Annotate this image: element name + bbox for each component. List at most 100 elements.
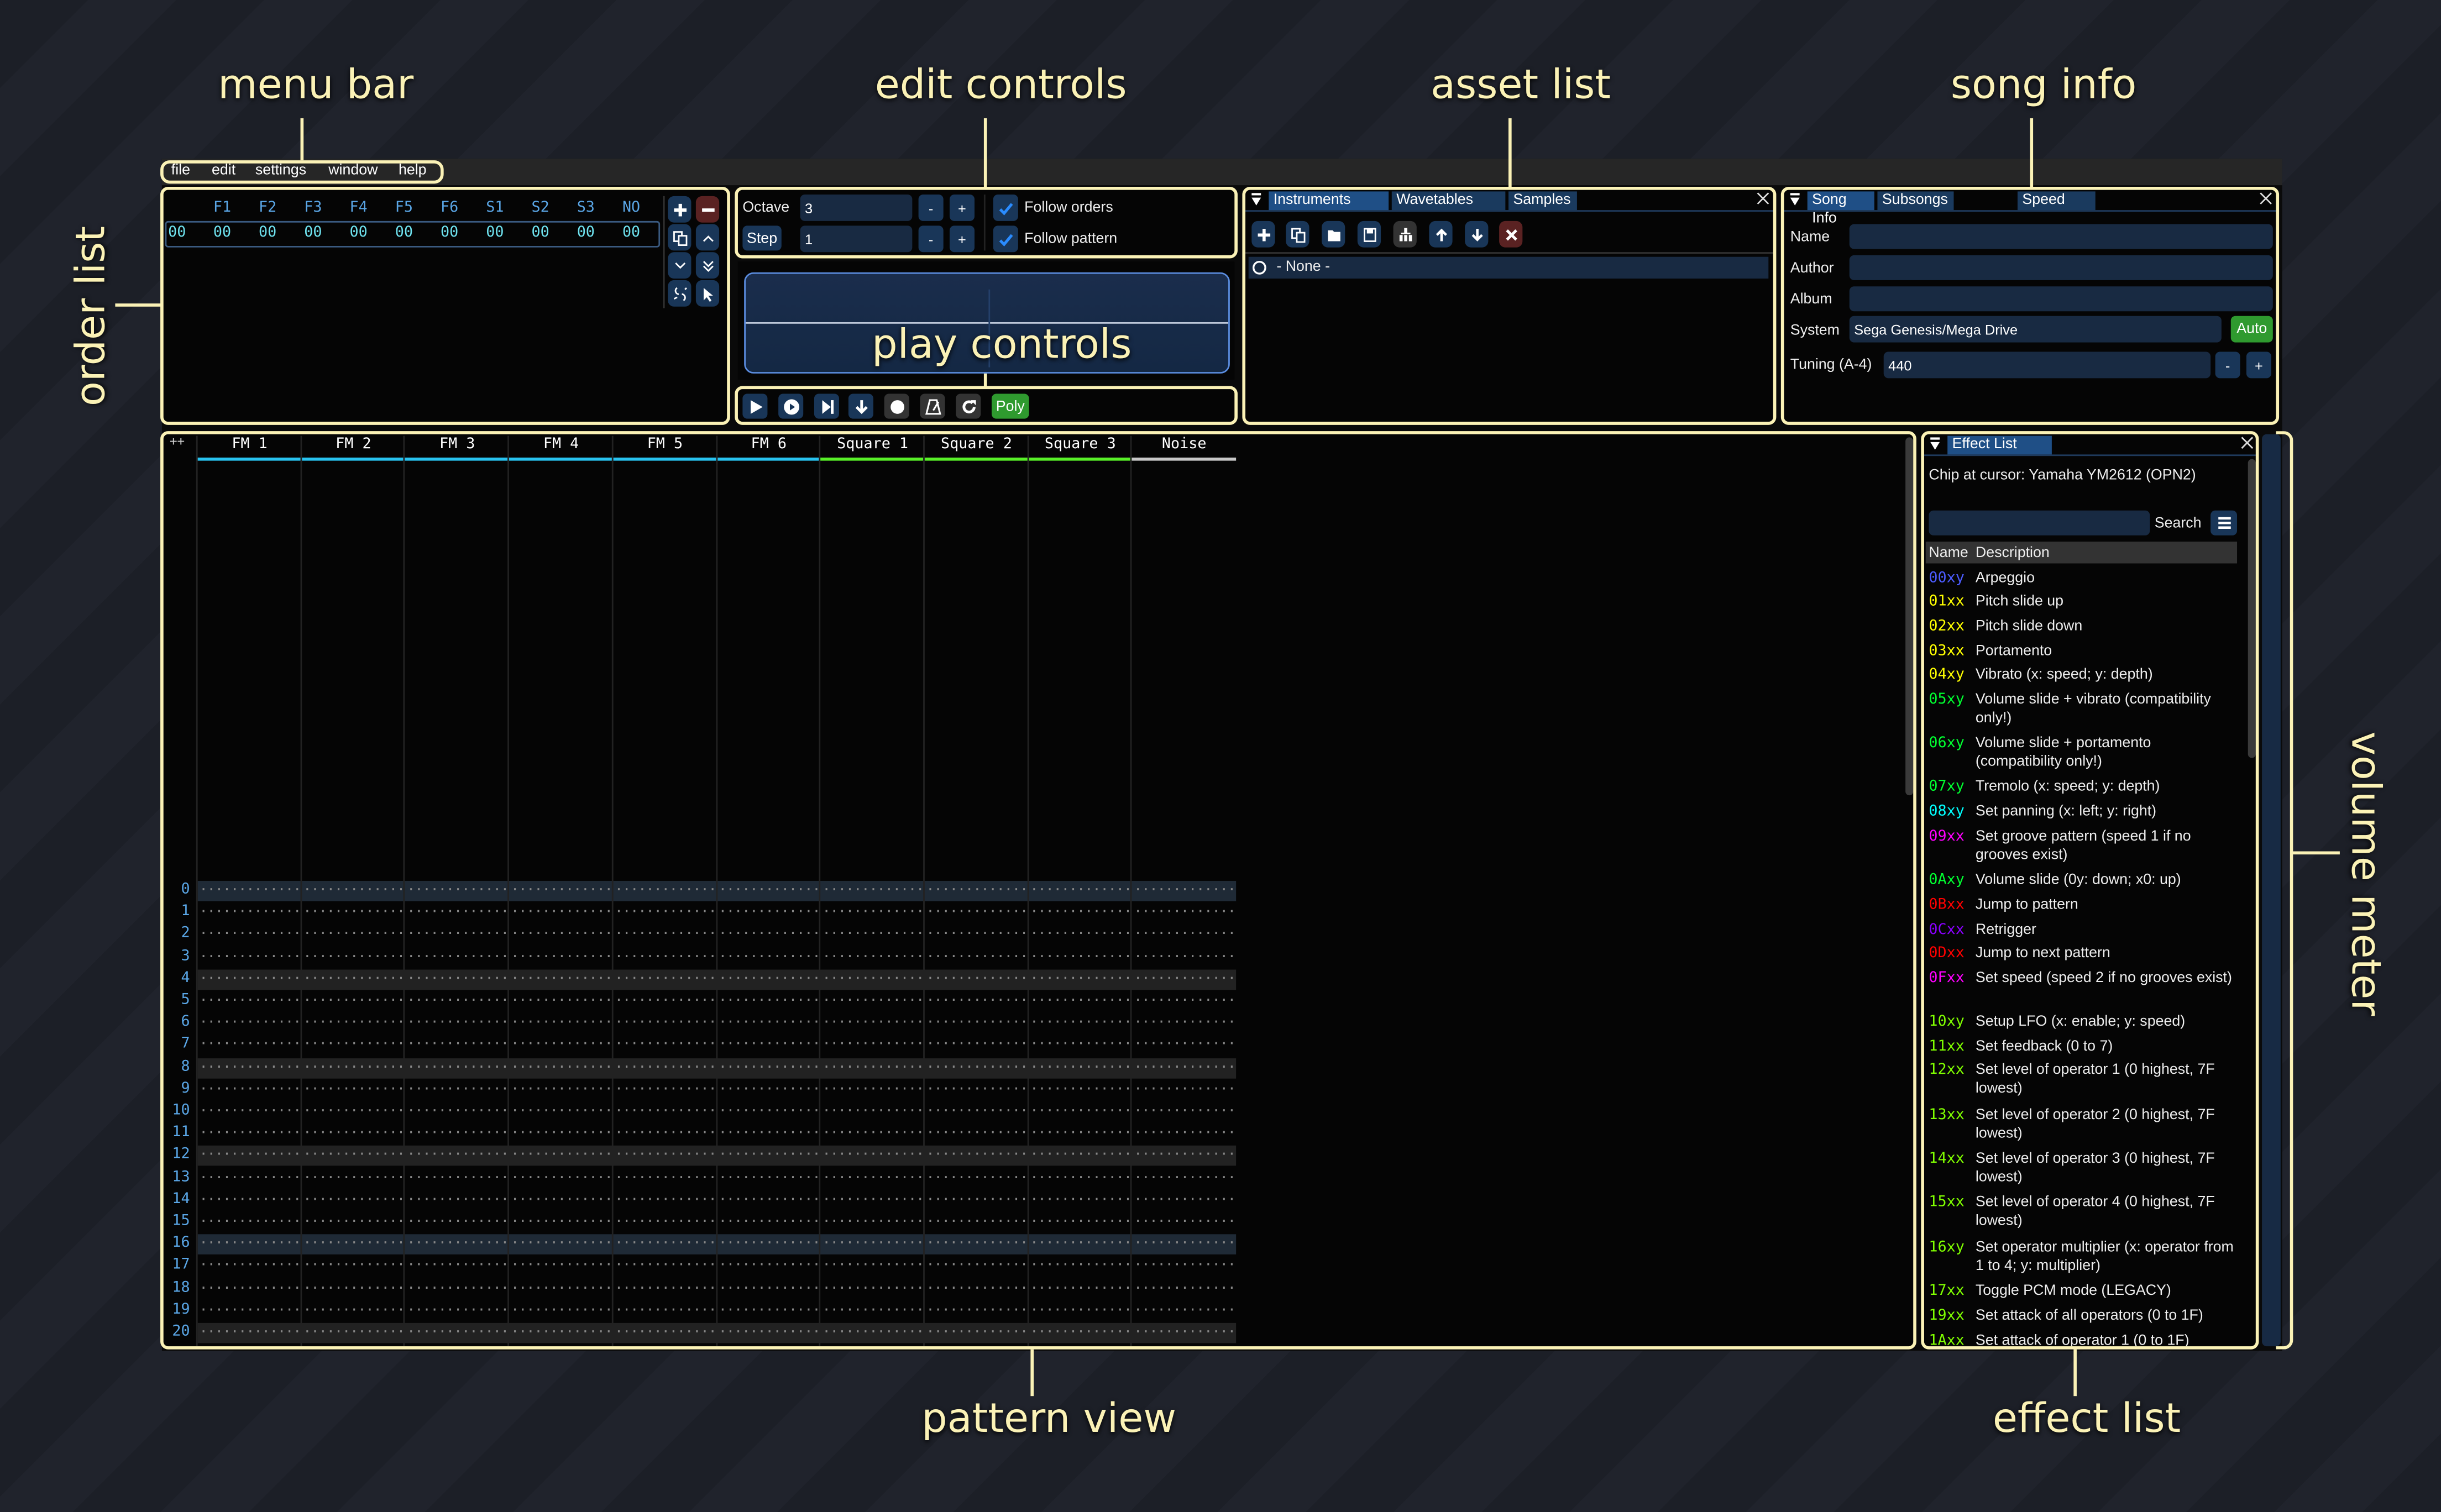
pattern-cell[interactable]: ...................... <box>718 1233 823 1249</box>
pattern-cell[interactable]: ...................... <box>1030 1122 1134 1138</box>
pattern-cell[interactable]: ...................... <box>718 1189 823 1205</box>
order-cell[interactable]: 00 <box>259 224 277 242</box>
pattern-cell[interactable]: ...................... <box>614 879 719 895</box>
pattern-cell[interactable]: ...................... <box>614 1122 719 1138</box>
pattern-cell[interactable]: ...................... <box>199 1100 303 1116</box>
pattern-cell[interactable]: ...................... <box>926 923 1030 939</box>
channel-header[interactable]: Square 2 <box>941 435 1012 453</box>
step-forward-button[interactable] <box>814 393 839 419</box>
pattern-cell[interactable]: ...................... <box>1134 1321 1238 1337</box>
pattern-cell[interactable]: ...................... <box>822 968 926 984</box>
pattern-cell[interactable]: ...................... <box>718 1321 823 1337</box>
pattern-cell[interactable]: ...................... <box>511 1255 615 1271</box>
tab-wavetables[interactable]: Wavetables <box>1391 191 1506 211</box>
pattern-cell[interactable]: ...................... <box>511 1144 615 1161</box>
pattern-cell[interactable]: ...................... <box>718 1211 823 1227</box>
pattern-cell[interactable]: ...................... <box>1030 901 1134 917</box>
tuning-input[interactable]: 440 <box>1883 351 2211 379</box>
pattern-cell[interactable]: ...................... <box>1134 1100 1238 1116</box>
pattern-cell[interactable]: ...................... <box>199 968 303 984</box>
pattern-cell[interactable]: ...................... <box>303 968 407 984</box>
save-instrument-button[interactable] <box>1357 221 1381 248</box>
pattern-cell[interactable]: ...................... <box>718 923 823 939</box>
pattern-cell[interactable]: ...................... <box>1134 879 1238 895</box>
pattern-cell[interactable]: ...................... <box>1134 1211 1238 1227</box>
order-cell[interactable]: 00 <box>304 224 322 242</box>
pattern-cell[interactable]: ...................... <box>718 1167 823 1183</box>
pattern-cell[interactable]: ...................... <box>614 1012 719 1028</box>
pattern-cell[interactable]: ...................... <box>822 1012 926 1028</box>
pattern-cell[interactable]: ...................... <box>614 1255 719 1271</box>
pattern-cell[interactable]: ...................... <box>199 879 303 895</box>
tab-song-info[interactable]: Song Info <box>1807 191 1874 227</box>
pattern-cell[interactable]: ...................... <box>511 990 615 1006</box>
tuning-increment-button[interactable]: + <box>2246 351 2271 379</box>
channel-header[interactable]: Square 3 <box>1044 435 1116 453</box>
pattern-cell[interactable]: ...................... <box>1030 879 1134 895</box>
pattern-cell[interactable]: ...................... <box>1134 901 1238 917</box>
channel-header[interactable]: FM 2 <box>336 435 371 453</box>
pattern-cell[interactable]: ...................... <box>199 1056 303 1072</box>
pattern-cell[interactable]: ...................... <box>303 923 407 939</box>
effect-code[interactable]: 06xy <box>1929 734 1965 752</box>
pattern-cell[interactable]: ...................... <box>614 1078 719 1094</box>
pattern-cell[interactable]: ...................... <box>303 1100 407 1116</box>
pattern-cell[interactable]: ...................... <box>614 1321 719 1337</box>
pattern-cell[interactable]: ...................... <box>199 1211 303 1227</box>
pattern-cell[interactable]: ...................... <box>511 1299 615 1315</box>
pattern-cell[interactable]: ...................... <box>511 1167 615 1183</box>
effect-code[interactable]: 17xx <box>1929 1282 1965 1300</box>
pattern-cell[interactable]: ...................... <box>1134 1078 1238 1094</box>
pattern-cell[interactable]: ...................... <box>926 990 1030 1006</box>
pattern-cell[interactable]: ...................... <box>926 1034 1030 1050</box>
pattern-cell[interactable]: ...................... <box>407 1012 511 1028</box>
pattern-cell[interactable]: ...................... <box>407 1034 511 1050</box>
pattern-cell[interactable]: ...................... <box>1030 1211 1134 1227</box>
pattern-cell[interactable]: ...................... <box>1030 946 1134 962</box>
pattern-cell[interactable]: ...................... <box>822 1078 926 1094</box>
pattern-cell[interactable]: ...................... <box>303 1144 407 1161</box>
pattern-cell[interactable]: ...................... <box>407 946 511 962</box>
effect-code[interactable]: 0Bxx <box>1929 896 1965 914</box>
record-button[interactable] <box>884 393 909 419</box>
pattern-cell[interactable]: ...................... <box>303 990 407 1006</box>
pattern-cell[interactable]: ...................... <box>511 1122 615 1138</box>
pattern-cell[interactable]: ...................... <box>199 990 303 1006</box>
pattern-cell[interactable]: ...................... <box>407 1122 511 1138</box>
pattern-cell[interactable]: ...................... <box>303 1233 407 1249</box>
pattern-cell[interactable]: ...................... <box>303 1321 407 1337</box>
effect-menu-button[interactable] <box>2210 510 2238 536</box>
pattern-cell[interactable]: ...................... <box>614 1277 719 1293</box>
pattern-cell[interactable]: ...................... <box>511 1321 615 1337</box>
pattern-cell[interactable]: ...................... <box>1134 1189 1238 1205</box>
effect-code[interactable]: 08xy <box>1929 803 1965 821</box>
pattern-cell[interactable]: ...................... <box>511 1189 615 1205</box>
pattern-cell[interactable]: ...................... <box>1030 1277 1134 1293</box>
pattern-cell[interactable]: ...................... <box>303 1034 407 1050</box>
pattern-cell[interactable]: ...................... <box>1134 1255 1238 1271</box>
step-decrement-button[interactable]: - <box>918 225 944 253</box>
effect-code[interactable]: 03xx <box>1929 643 1965 660</box>
pattern-cell[interactable]: ...................... <box>1030 968 1134 984</box>
octave-decrement-button[interactable]: - <box>918 195 944 221</box>
pattern-cell[interactable]: ...................... <box>614 946 719 962</box>
pattern-cell[interactable]: ...................... <box>511 901 615 917</box>
pattern-cell[interactable]: ...................... <box>199 1078 303 1094</box>
pattern-cell[interactable]: ...................... <box>822 879 926 895</box>
pattern-cell[interactable]: ...................... <box>303 1122 407 1138</box>
tab-speed[interactable]: Speed <box>2017 191 2096 211</box>
effect-code[interactable]: 09xx <box>1929 828 1965 846</box>
follow-orders-checkbox[interactable] <box>993 195 1018 221</box>
pattern-cell[interactable]: ...................... <box>926 1167 1030 1183</box>
order-cell[interactable]: 00 <box>577 224 595 242</box>
pattern-cell[interactable]: ...................... <box>822 1321 926 1337</box>
pattern-cell[interactable]: ...................... <box>511 1277 615 1293</box>
pattern-cell[interactable]: ...................... <box>718 1144 823 1161</box>
pattern-cell[interactable]: ...................... <box>926 1100 1030 1116</box>
pattern-cell[interactable]: ...................... <box>926 1144 1030 1161</box>
menu-window[interactable]: window <box>328 161 378 179</box>
pattern-cell[interactable]: ...................... <box>614 1144 719 1161</box>
pattern-cell[interactable]: ...................... <box>822 901 926 917</box>
pattern-scrollbar[interactable] <box>1905 437 1914 796</box>
order-cell[interactable]: 00 <box>486 224 504 242</box>
